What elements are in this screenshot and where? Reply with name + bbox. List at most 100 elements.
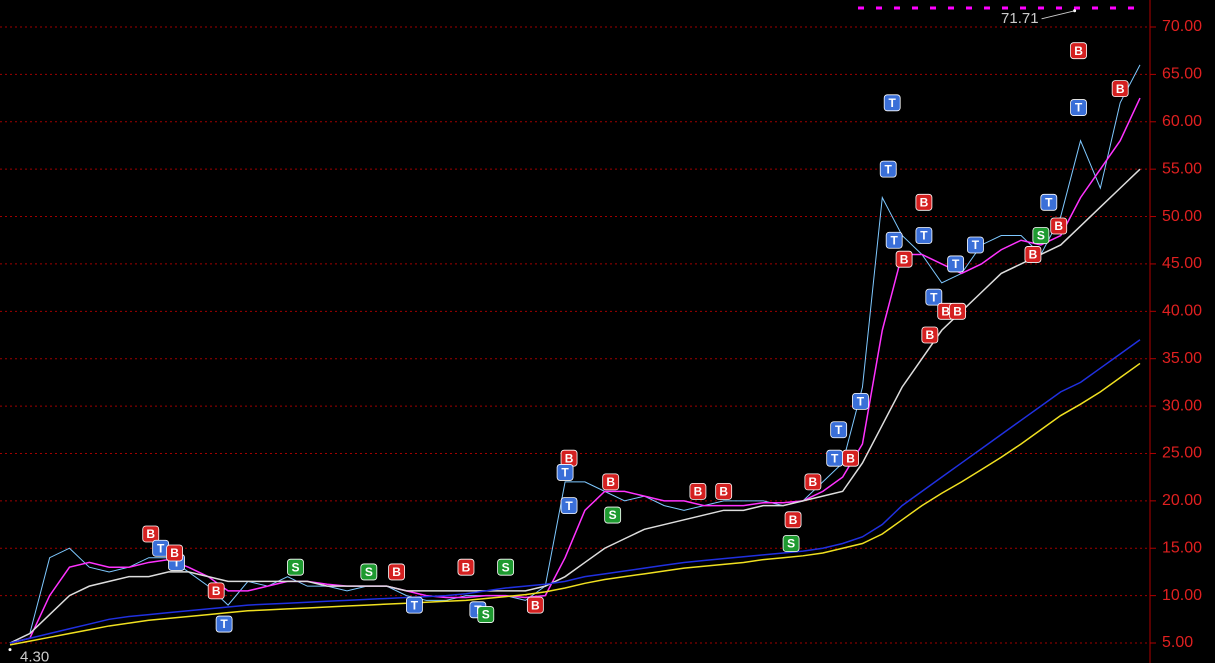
signal-label: T	[920, 229, 928, 243]
signal-label: B	[606, 475, 615, 489]
annotation-label: 4.30	[20, 649, 49, 663]
signal-marker	[1070, 99, 1087, 116]
price-line	[9, 64, 1141, 644]
signal-marker	[142, 525, 160, 543]
signal-marker	[360, 563, 378, 581]
signal-label: S	[1037, 229, 1045, 243]
y-tick-label: 35.00	[1162, 350, 1202, 367]
signal-label: B	[1029, 248, 1038, 262]
signal-label: B	[1074, 44, 1083, 58]
signal-label: T	[889, 96, 897, 110]
signal-label: T	[411, 598, 419, 612]
annotation-arrow	[1041, 10, 1075, 20]
y-tick-label: 60.00	[1162, 113, 1202, 130]
signal-marker	[287, 558, 304, 576]
signal-marker	[830, 421, 848, 439]
signal-label: T	[885, 162, 893, 176]
annotation-label: 71.71	[1001, 10, 1039, 27]
signal-label: B	[941, 304, 950, 318]
signal-label: B	[531, 598, 540, 612]
signal-marker	[207, 582, 225, 600]
y-tick-label: 55.00	[1162, 160, 1202, 177]
signal-marker	[497, 558, 515, 576]
signal-label: T	[220, 617, 228, 631]
signal-marker	[804, 473, 822, 491]
y-tick-label: 50.00	[1162, 208, 1202, 225]
signal-label: B	[920, 196, 929, 210]
signal-label: B	[719, 485, 728, 499]
signal-marker	[388, 563, 405, 581]
signal-marker	[784, 511, 802, 529]
signal-label: B	[789, 513, 798, 527]
signal-marker	[560, 497, 578, 514]
price-line	[9, 168, 1141, 644]
signal-marker	[477, 606, 495, 623]
signal-label: B	[926, 328, 935, 342]
signal-marker	[915, 227, 933, 244]
signal-label: B	[900, 252, 909, 266]
signal-marker	[1070, 42, 1087, 60]
signal-label: B	[846, 451, 855, 465]
signal-label: T	[891, 233, 899, 247]
signal-label: T	[565, 499, 573, 513]
signal-label: T	[952, 257, 960, 271]
price-line	[9, 339, 1141, 644]
y-tick-label: 15.00	[1162, 539, 1202, 556]
y-tick-label: 70.00	[1162, 18, 1202, 35]
signal-marker	[925, 288, 943, 306]
signal-marker	[883, 94, 901, 112]
signal-label: B	[462, 560, 471, 574]
y-tick-label: 30.00	[1162, 397, 1202, 414]
signal-marker	[947, 255, 965, 273]
y-tick-label: 25.00	[1162, 445, 1202, 462]
signal-marker	[842, 449, 859, 467]
signal-label: T	[1045, 196, 1053, 210]
signal-marker	[852, 392, 869, 410]
signal-label: S	[365, 565, 373, 579]
signal-label: S	[609, 508, 617, 522]
price-line	[9, 362, 1141, 646]
signal-label: B	[392, 565, 401, 579]
signal-label: S	[291, 560, 299, 574]
signal-marker	[1050, 217, 1068, 235]
signal-label: S	[787, 537, 795, 551]
signal-marker	[885, 231, 903, 249]
signal-label: T	[1075, 101, 1083, 115]
signal-marker	[949, 302, 967, 320]
signal-marker	[895, 250, 913, 268]
signal-marker	[215, 615, 233, 633]
y-tick-label: 40.00	[1162, 303, 1202, 320]
signal-marker	[1032, 227, 1050, 244]
annotation-point	[8, 648, 12, 652]
signal-label: T	[173, 556, 181, 570]
y-tick-label: 5.00	[1162, 634, 1193, 651]
y-tick-label: 10.00	[1162, 587, 1202, 604]
signal-marker	[782, 535, 800, 552]
signal-label: B	[170, 546, 179, 560]
signal-label: B	[565, 451, 574, 465]
signal-marker	[457, 558, 475, 576]
signal-label: T	[561, 466, 569, 480]
signal-label: B	[146, 527, 155, 541]
signal-marker	[556, 464, 574, 481]
signal-label: T	[157, 541, 165, 555]
signal-marker	[915, 193, 933, 211]
signal-label: B	[809, 475, 818, 489]
signal-marker	[166, 544, 183, 562]
signal-label: S	[482, 608, 490, 622]
y-tick-label: 65.00	[1162, 66, 1202, 83]
signal-label: T	[972, 238, 980, 252]
signal-label: T	[835, 423, 843, 437]
signal-marker	[1024, 246, 1042, 263]
signal-label: T	[857, 395, 865, 409]
signal-marker	[604, 506, 622, 524]
signal-marker	[921, 326, 939, 344]
signal-label: B	[212, 584, 221, 598]
signal-label: B	[1054, 219, 1063, 233]
signal-marker	[1040, 193, 1058, 211]
signal-marker	[526, 596, 544, 614]
signal-marker	[879, 160, 897, 178]
signal-label: B	[953, 304, 962, 318]
y-tick-label: 20.00	[1162, 492, 1202, 509]
